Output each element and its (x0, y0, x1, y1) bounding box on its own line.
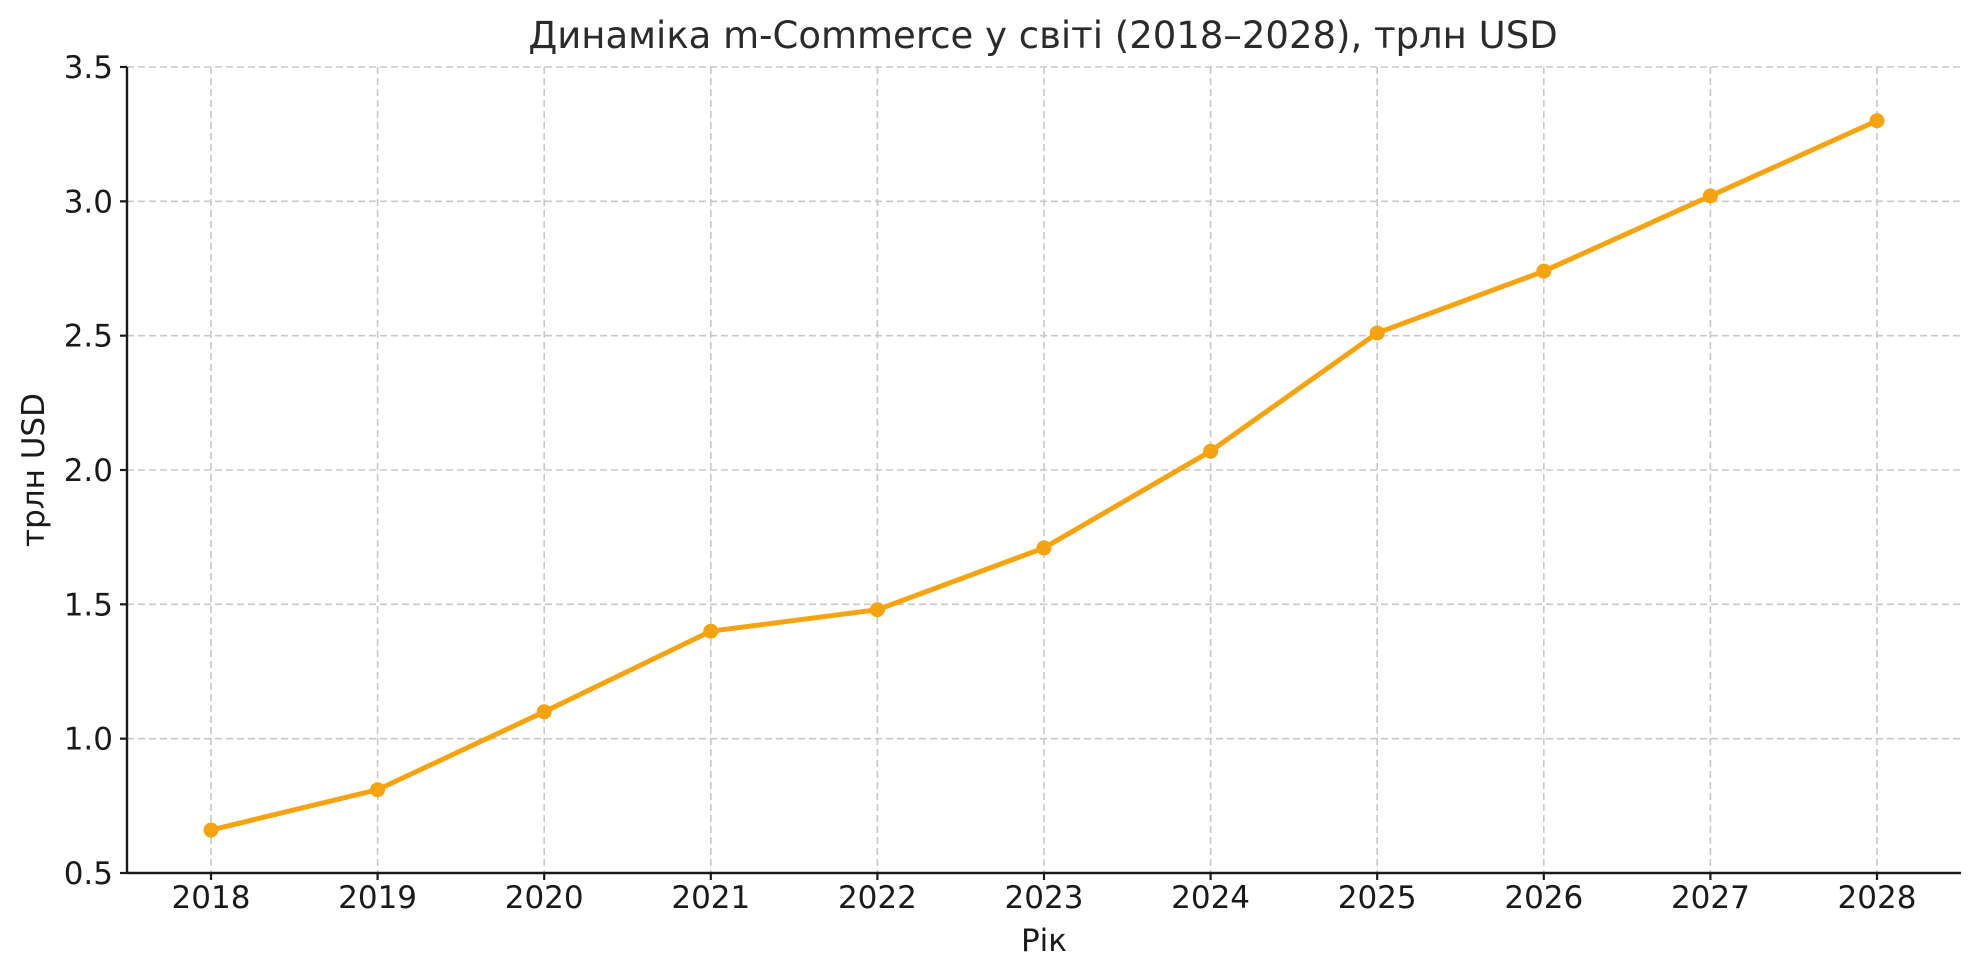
y-axis-label: трлн USD (16, 393, 52, 547)
data-point-marker (536, 704, 552, 720)
data-point-marker (869, 602, 885, 618)
x-tick-label: 2024 (1171, 880, 1250, 916)
data-point-marker (1536, 263, 1552, 279)
y-tick-label: 3.0 (64, 184, 113, 220)
x-tick-label: 2025 (1338, 880, 1417, 916)
y-tick-label: 1.5 (64, 587, 113, 623)
x-tick-label: 2021 (671, 880, 750, 916)
data-point-marker (703, 623, 719, 639)
x-tick-label: 2018 (172, 880, 251, 916)
chart-title: Динаміка m-Commerce у світі (2018–2028),… (528, 14, 1557, 57)
data-point-marker (1203, 443, 1219, 459)
data-point-marker (1702, 188, 1718, 204)
y-tick-label: 3.5 (64, 50, 113, 86)
x-axis-ticks: 2018 2019 2020 2021 2022 2023 2024 2025 2026 2027… (172, 873, 1917, 916)
data-series (203, 113, 1885, 838)
x-tick-label: 2027 (1671, 880, 1750, 916)
y-axis-ticks: 0.5 1.0 1.5 2.0 2.5 3.0 3.5 (64, 50, 127, 892)
y-tick-label: 0.5 (64, 856, 113, 892)
data-point-marker (1369, 325, 1385, 341)
x-tick-label: 2026 (1504, 880, 1583, 916)
x-tick-label: 2023 (1005, 880, 1084, 916)
x-tick-label: 2019 (338, 880, 417, 916)
data-point-marker (203, 822, 219, 838)
x-tick-label: 2022 (838, 880, 917, 916)
y-tick-label: 1.0 (64, 722, 113, 758)
x-axis-label: Рік (1021, 923, 1067, 959)
y-tick-label: 2.5 (64, 319, 113, 355)
y-tick-label: 2.0 (64, 453, 113, 489)
data-point-marker (1036, 540, 1052, 556)
data-point-marker (370, 782, 386, 798)
x-tick-label: 2028 (1838, 880, 1917, 916)
x-tick-label: 2020 (505, 880, 584, 916)
data-point-marker (1869, 113, 1885, 129)
